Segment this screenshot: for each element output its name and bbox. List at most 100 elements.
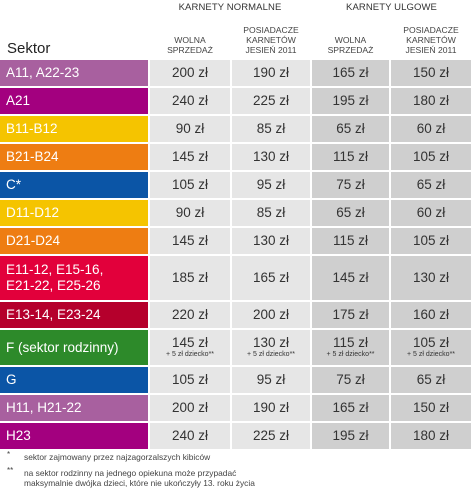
price-value: 180 zł [412,428,450,443]
price-value: 60 zł [416,121,446,136]
column-header: POSIADACZE KARNETÓW JESIEŃ 2011 [391,25,471,55]
sector-label-line: G [6,372,17,387]
price-value: 240 zł [171,428,209,443]
price-cell: 65 zł [391,172,471,198]
price-value: 165 zł [252,270,290,285]
sector-label-line: H11, H21-22 [6,400,82,415]
column-header: WOLNA SPRZEDAŻ [150,35,230,55]
price-cell: 65 zł [312,116,389,142]
price-cell: 180 zł [391,423,471,449]
footnote: * sektor zajmowany przez najzagorzalszych… [7,450,255,462]
price-cell: 145 zł + 5 zł dziecko** [150,330,230,365]
price-value: 105 zł [171,372,209,387]
price-cell: 240 zł [150,423,230,449]
price-cell: 85 zł [232,116,310,142]
price-cell: 200 zł [232,302,310,328]
price-cell: 145 zł [150,228,230,254]
table-row: E11-12, E15-16, E21-22, E25-26 185 zł 165 z… [0,256,471,302]
price-cell: 115 zł + 5 zł dziecko** [312,330,389,365]
price-value: 130 zł [252,335,290,350]
price-cell: 105 zł [391,228,471,254]
footnote-line: maksymalnie dwójka dzieci, które nie uko… [24,478,255,488]
price-value: 165 zł [332,65,369,80]
price-value: 145 zł [332,270,369,285]
price-cell: 95 zł [232,172,310,198]
price-cell: 240 zł [150,88,230,114]
sector-label: E11-12, E15-16, E21-22, E25-26 [0,256,148,300]
group-header-normalne: KARNETY NORMALNE [178,2,282,13]
price-value: 160 zł [412,307,450,322]
table-row: B11-B12 90 zł 85 zł 65 zł 60 zł [0,116,471,144]
price-cell: 165 zł [232,256,310,300]
sector-label-line: B21-B24 [6,149,59,164]
price-cell: 115 zł [312,144,389,170]
price-value: 190 zł [252,65,290,80]
price-cell: 225 zł [232,423,310,449]
footnote-mark: * [7,450,11,459]
price-value: 95 zł [256,372,286,387]
price-value: 145 zł [171,335,209,350]
footnote: ** na sektor rodzinny na jednego opiekuna… [7,466,255,488]
table-row: H23 240 zł 225 zł 195 zł 180 zł [0,423,471,451]
sector-label: E13-14, E23-24 [0,302,148,328]
price-value: 115 zł [332,149,369,164]
table-row: A21 240 zł 225 zł 195 zł 180 zł [0,88,471,116]
price-cell: 200 zł [150,60,230,86]
sector-label-line: A21 [6,93,31,108]
price-value: 85 zł [256,205,286,220]
sector-label: F (sektor rodzinny) [0,330,148,365]
sector-label: C* [0,172,148,198]
price-note: + 5 zł dziecko** [406,351,456,358]
price-note: + 5 zł dziecko** [165,351,215,358]
price-value: 180 zł [412,93,450,108]
sector-label-line: C* [6,177,22,192]
sector-label: D21-D24 [0,228,148,254]
price-cell: 165 zł [312,395,389,421]
price-cell: 65 zł [312,200,389,226]
price-cell: 105 zł [150,367,230,393]
sector-label-line: D21-D24 [6,233,61,248]
column-header-line: KARNETÓW [406,35,456,45]
table-row: H11, H21-22 200 zł 190 zł 165 zł 150 zł [0,395,471,423]
price-cell: 195 zł [312,88,389,114]
price-value: 200 zł [171,65,209,80]
price-value: 90 zł [175,205,205,220]
column-header-line: SPRZEDAŻ [167,45,213,55]
price-cell: 60 zł [391,200,471,226]
column-header-line: JESIEŃ 2011 [405,45,457,55]
table-row: C* 105 zł 95 zł 75 zł 65 zł [0,172,471,200]
group-header-ulgowe: KARNETY ULGOWE [346,2,437,13]
price-value: 165 zł [332,400,369,415]
column-header-line: SPRZEDAŻ [327,45,374,55]
price-value: 65 zł [336,205,365,220]
price-value: 95 zł [256,177,286,192]
price-cell: 90 zł [150,116,230,142]
price-value: 195 zł [332,428,369,443]
price-cell: 165 zł [312,60,389,86]
sector-label-line: H23 [6,428,31,443]
price-value: 105 zł [412,233,450,248]
price-cell: 180 zł [391,88,471,114]
price-cell: 75 zł [312,367,389,393]
price-cell: 160 zł [391,302,471,328]
price-value: 105 zł [412,335,450,350]
price-value: 130 zł [252,149,290,164]
price-cell: 60 zł [391,116,471,142]
sector-label: A21 [0,88,148,114]
table-row: G 105 zł 95 zł 75 zł 65 zł [0,367,471,395]
sector-label-line: D11-D12 [6,205,60,220]
price-cell: 185 zł [150,256,230,300]
price-value: 145 zł [171,233,209,248]
price-value: 240 zł [171,93,209,108]
sector-label: G [0,367,148,393]
price-cell: 145 zł [150,144,230,170]
price-cell: 195 zł [312,423,389,449]
sector-label: A11, A22-23 [0,60,148,86]
sector-label: D11-D12 [0,200,148,226]
price-value: 90 zł [175,121,205,136]
price-cell: 105 zł [150,172,230,198]
price-value: 225 zł [252,428,290,443]
column-header: POSIADACZE KARNETÓW JESIEŃ 2011 [232,25,310,55]
price-cell: 85 zł [232,200,310,226]
table-row: D11-D12 90 zł 85 zł 65 zł 60 zł [0,200,471,228]
